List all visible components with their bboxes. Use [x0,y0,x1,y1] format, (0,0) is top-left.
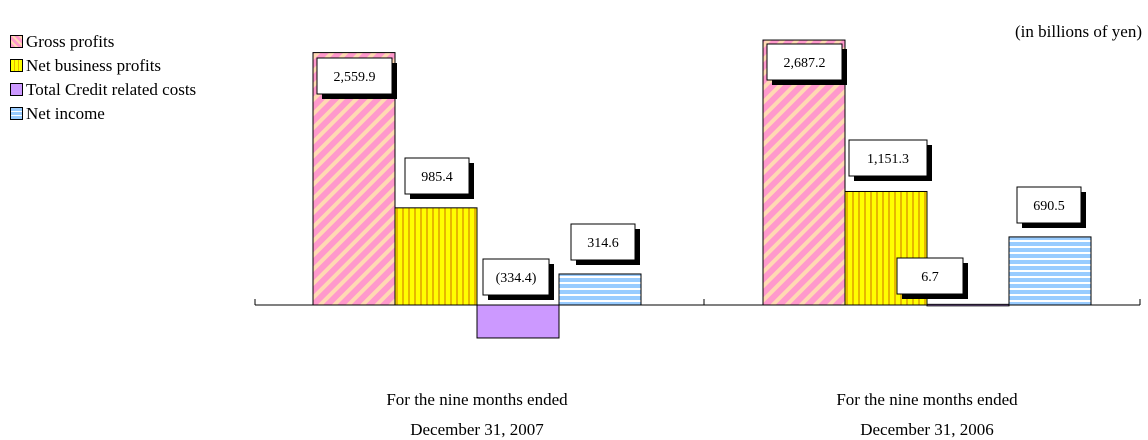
bar-net-income [558,273,642,306]
legend-label: Gross profits [26,32,115,51]
data-label-box [1016,186,1082,224]
unit-note: (in billions of yen) [1014,22,1142,41]
legend-label: Net income [26,104,105,123]
bar-total-credit-related-costs [476,304,560,339]
data-label: 2,559.9 [334,70,376,85]
legend-label: Total Credit related costs [26,80,197,99]
data-label: 1,151.3 [867,152,909,167]
legend-swatch-net-business-profits [10,58,23,72]
legend-label: Net business profits [26,56,162,75]
data-label: 985.4 [421,170,453,185]
category-label: For the nine months ended [836,390,1018,409]
data-label-box [570,223,636,261]
bar-net-business-profits [394,207,478,306]
bar-net-income [1008,236,1092,306]
category-label: December 31, 2007 [410,420,544,439]
data-label-box [404,157,470,195]
legend-item-net-business-profits: Net business profits [10,54,196,78]
legend-swatch-total-credit-related-costs [10,82,23,96]
legend-item-gross-profits: Gross profits [10,30,196,54]
legend-swatch-gross-profits [10,34,23,48]
data-label: 314.6 [587,236,619,251]
legend-swatch-net-income [10,106,23,120]
data-label: 690.5 [1033,199,1065,214]
data-label-box [896,257,964,295]
legend-item-net-income: Net income [10,102,196,126]
data-label-box [316,57,393,95]
legend-item-total-credit-related-costs: Total Credit related costs [10,78,196,102]
bar-total-credit-related-costs [926,303,1010,307]
category-label: For the nine months ended [386,390,568,409]
data-label: 2,687.2 [784,56,826,71]
data-label-box [482,258,550,296]
category-label: December 31, 2006 [860,420,994,439]
data-label: 6.7 [921,270,939,285]
data-label-box [848,139,928,177]
legend: Gross profits Net business profits Total… [10,30,196,126]
data-label-box [766,43,843,81]
data-label: (334.4) [496,271,537,286]
